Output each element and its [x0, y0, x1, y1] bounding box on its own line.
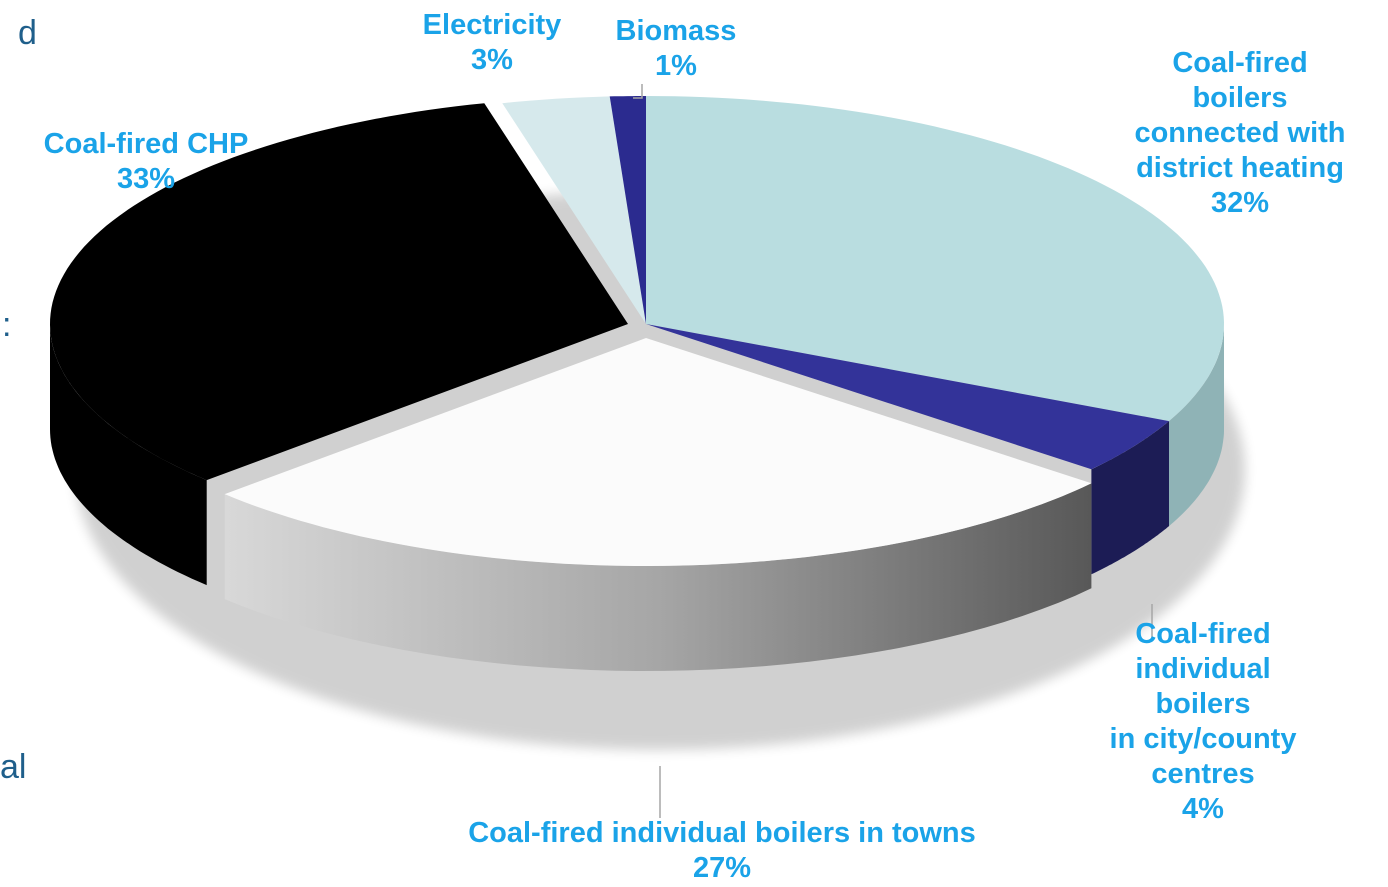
- slice-percent: 32%: [1211, 187, 1269, 219]
- slice-label-line: in city/county: [1110, 723, 1297, 755]
- slice-label-1: Coal-fired individual boilers in city/count…: [1110, 618, 1297, 825]
- slice-label-line: individual: [1135, 653, 1270, 685]
- slice-label-0: Coal-fired boilers connected with district …: [1134, 47, 1345, 219]
- slice-label-line: Coal-fired CHP: [44, 128, 249, 160]
- edge-text-top: d: [18, 14, 37, 52]
- pie-side-3: [50, 324, 207, 586]
- slice-label-line: district heating: [1136, 152, 1344, 184]
- pie-slice-1: [646, 324, 1169, 470]
- slice-label-line: Electricity: [423, 9, 562, 41]
- slice-label-line: boilers: [1155, 688, 1250, 720]
- pie-slice-4: [502, 96, 646, 325]
- pie-side-0: [1169, 324, 1224, 527]
- slice-label-line: Biomass: [616, 15, 737, 47]
- slice-percent: 4%: [1182, 793, 1224, 825]
- pie-slice-3: [50, 103, 628, 481]
- pie-side-2: [224, 483, 1092, 671]
- slice-label-2: Coal-fired individual boilers in towns 27…: [468, 817, 976, 884]
- slice-percent: 1%: [655, 50, 697, 82]
- pie-slice-0: [646, 96, 1224, 422]
- slice-label-line: centres: [1151, 758, 1254, 790]
- pie-side-1: [1091, 421, 1169, 575]
- slice-percent: 33%: [117, 163, 175, 195]
- edge-text-middle: :: [2, 306, 12, 344]
- pie-slice-5: [609, 96, 646, 324]
- slice-label-3: Coal-fired CHP 33%: [44, 128, 249, 195]
- slice-label-line: Coal-fired: [1135, 618, 1270, 650]
- slice-label-line: Coal-fired: [1172, 47, 1307, 79]
- pie-slice-2: [224, 338, 1092, 566]
- edge-text-bottom: al: [0, 748, 27, 786]
- slice-label-line: Coal-fired individual boilers in towns: [468, 817, 976, 849]
- slice-percent: 27%: [693, 852, 751, 884]
- slice-label-4: Electricity 3%: [423, 9, 562, 76]
- slice-label-5: Biomass 1%: [616, 15, 737, 82]
- slice-label-line: boilers: [1192, 82, 1287, 114]
- slice-percent: 3%: [471, 44, 513, 76]
- slice-label-line: connected with: [1134, 117, 1345, 149]
- leader-line-5: [633, 84, 643, 99]
